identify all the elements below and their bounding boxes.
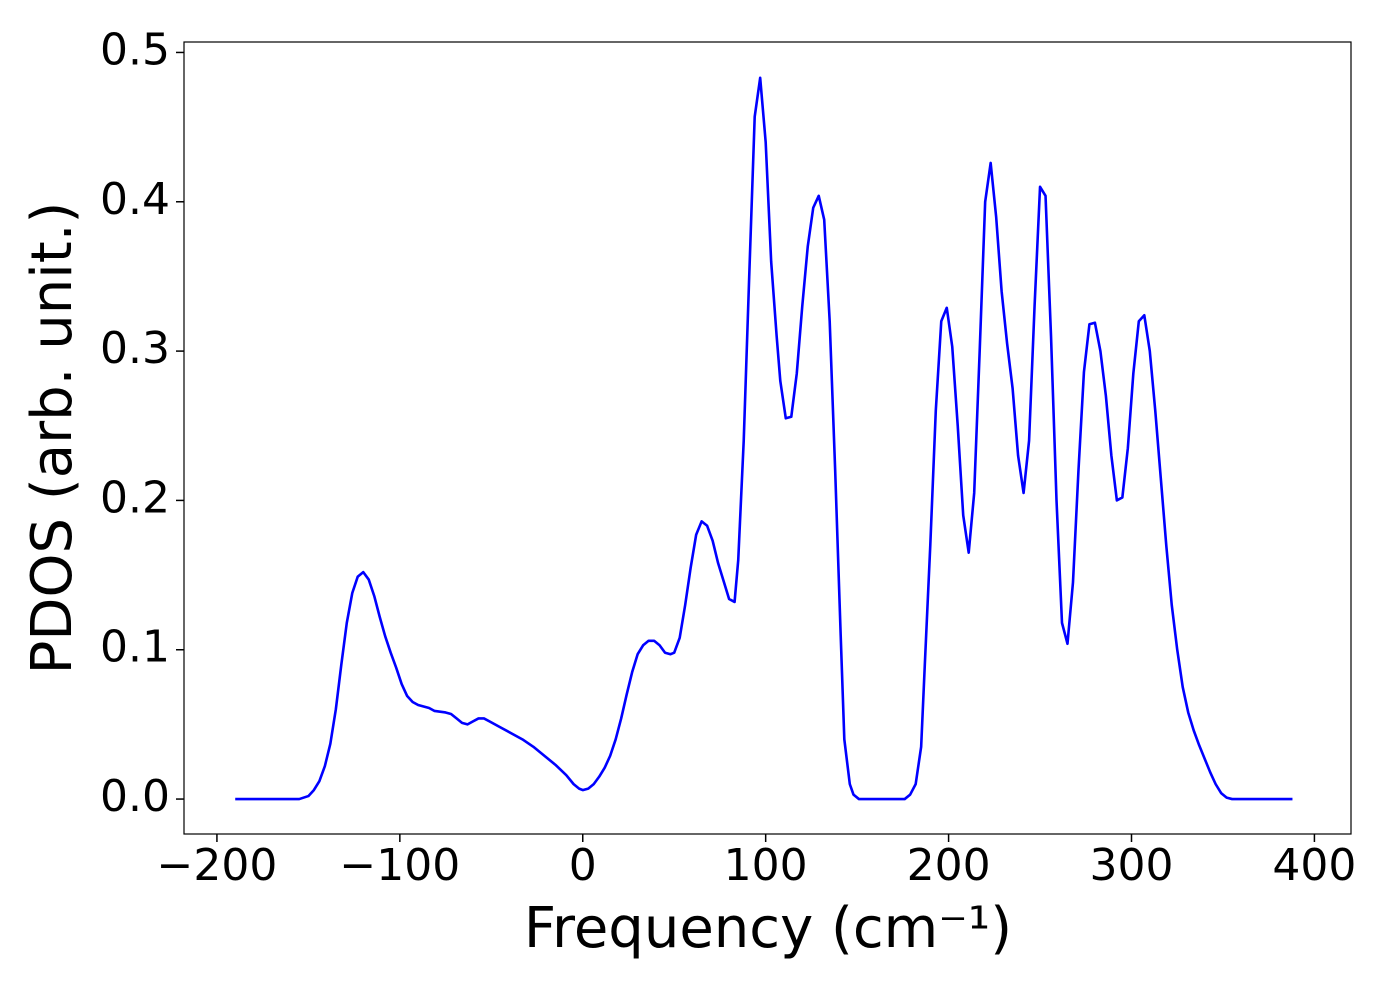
- x-axis-label: Frequency (cm⁻¹): [524, 896, 1012, 961]
- plot-frame: [183, 41, 1352, 835]
- line-series: [235, 76, 1293, 801]
- x-tick-label: −100: [339, 840, 460, 891]
- y-tick-label: 0.3: [100, 323, 170, 374]
- x-tick-label: 200: [907, 840, 991, 891]
- x-tick-label: 0: [569, 840, 597, 891]
- y-tick-label: 0.2: [100, 472, 170, 523]
- x-tick-label: −200: [156, 840, 277, 891]
- y-tick-label: 0.5: [100, 24, 170, 75]
- x-tick-label: 300: [1090, 840, 1174, 891]
- y-axis-label: PDOS (arb. unit.): [20, 202, 85, 675]
- y-tick-label: 0.0: [100, 771, 170, 822]
- y-tick-label: 0.1: [100, 622, 170, 673]
- y-tick-label: 0.4: [100, 174, 170, 225]
- x-tick-label: 100: [724, 840, 808, 891]
- x-tick-label: 400: [1272, 840, 1356, 891]
